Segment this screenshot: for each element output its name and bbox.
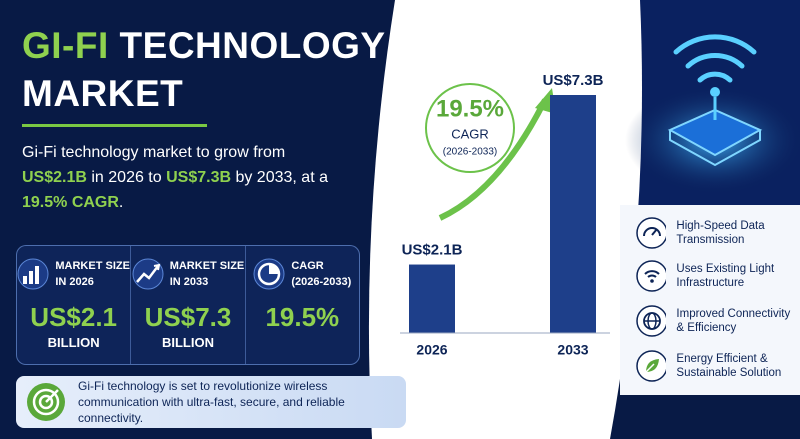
stat-unit: BILLION (47, 335, 100, 350)
stat: MARKET SIZE IN 2033 US$7.3 BILLION (130, 246, 244, 364)
stat-label-line: IN 2033 (169, 276, 209, 288)
stat-icon (132, 258, 164, 290)
stat-value: US$7.3 (144, 302, 232, 332)
stat-label-line: IN 2026 (55, 276, 94, 288)
title-part: TECHNOLOGY MARKET (22, 25, 385, 114)
cagr-value: 19.5% (436, 95, 504, 122)
stat-label-line: MARKET SIZE (169, 260, 245, 272)
value-label: US$2.1B (402, 242, 463, 259)
feature-icon-part (645, 363, 655, 373)
stat-unit: BILLION (161, 335, 214, 350)
summary-part: in 2026 to (86, 169, 167, 186)
stat-icon-part (153, 263, 160, 271)
cagr-label: CAGR (451, 126, 489, 141)
summary-part: . (118, 194, 124, 211)
cagr-badge (425, 83, 515, 173)
feature-icon-part (647, 312, 657, 330)
feature-icon (636, 260, 667, 292)
stat-icon (17, 258, 49, 290)
summary-part: 19.5% CAGR (22, 194, 119, 211)
stat-icon-part (135, 265, 159, 283)
stat-icon-part (35, 266, 40, 284)
footer-text: Gi-Fi technology is set to revolutionize… (78, 379, 345, 425)
features-list: High-Speed Data Transmission Uses Existin… (620, 205, 800, 395)
feature-icon-part (636, 217, 667, 249)
stat: MARKET SIZE IN 2026 US$2.1 BILLION (17, 246, 130, 364)
feature: Improved Connectivity & Efficiency (620, 305, 800, 337)
feature: High-Speed Data Transmission (620, 217, 800, 249)
feature: Uses Existing Light Infrastructure (620, 260, 800, 292)
feature-icon (636, 217, 667, 249)
x-tick-label: 2026 (416, 342, 447, 358)
stat-head: CAGR (2026-2033) (246, 258, 359, 290)
footer-icon (27, 383, 65, 421)
feature-text: Energy Efficient & Sustainable Solution (676, 353, 782, 379)
x-tick-label: 2033 (557, 342, 588, 358)
title-part: GI-FI (22, 25, 109, 66)
stat-icon-part (29, 271, 34, 284)
stat-value: 19.5% (265, 302, 340, 332)
summary-part: by 2033, at a (231, 169, 328, 186)
footer-banner: Gi-Fi technology is set to revolutionize… (16, 376, 406, 428)
feature-text: Improved Connectivity & Efficiency (676, 308, 791, 334)
summary-part: US$2.1B (22, 169, 87, 186)
stat-label-line: CAGR (291, 260, 324, 272)
stats-panel: MARKET SIZE IN 2026 US$2.1 BILLION MARKET SI… (16, 245, 360, 365)
stat-label: MARKET SIZE IN 2033 (170, 258, 245, 290)
stat-head: MARKET SIZE IN 2026 (17, 258, 130, 290)
stat-label-line: MARKET SIZE (55, 260, 130, 272)
title-underline (22, 124, 207, 127)
bar (409, 264, 455, 333)
stat-icon (253, 258, 285, 290)
stat-icon-part (23, 276, 28, 284)
growth-arrow (438, 98, 548, 221)
feature-icon-part (644, 270, 660, 275)
stat-icon-part (269, 264, 280, 274)
summary-part: Gi-Fi technology market to grow from (22, 144, 286, 161)
value-label: US$7.3B (543, 72, 604, 89)
stat-label-line: (2026-2033) (291, 276, 352, 288)
stat-value: US$2.1 (30, 302, 118, 332)
feature-text: High-Speed Data Transmission (676, 220, 765, 246)
bar (550, 95, 596, 333)
stat-label: MARKET SIZE IN 2026 (55, 258, 130, 290)
summary: Gi-Fi technology market to grow from US$… (22, 140, 352, 215)
feature-icon-part (650, 279, 654, 283)
stat: CAGR (2026-2033) 19.5% (244, 246, 359, 364)
feature-icon-part (651, 228, 658, 236)
stat-label: CAGR (2026-2033) (291, 258, 351, 290)
summary-part: US$7.3B (166, 169, 232, 186)
cagr-period: (2026-2033) (443, 147, 497, 158)
feature-text: Uses Existing Light Infrastructure (676, 263, 775, 289)
feature-icon (636, 305, 667, 337)
feature-icon-part (643, 227, 661, 237)
feature-icon-part (647, 274, 657, 278)
feature: Energy Efficient & Sustainable Solution (620, 350, 800, 382)
feature-icon (636, 350, 667, 382)
title: GI-FI TECHNOLOGY MARKET (22, 22, 402, 118)
stat-head: MARKET SIZE IN 2033 (131, 258, 244, 290)
